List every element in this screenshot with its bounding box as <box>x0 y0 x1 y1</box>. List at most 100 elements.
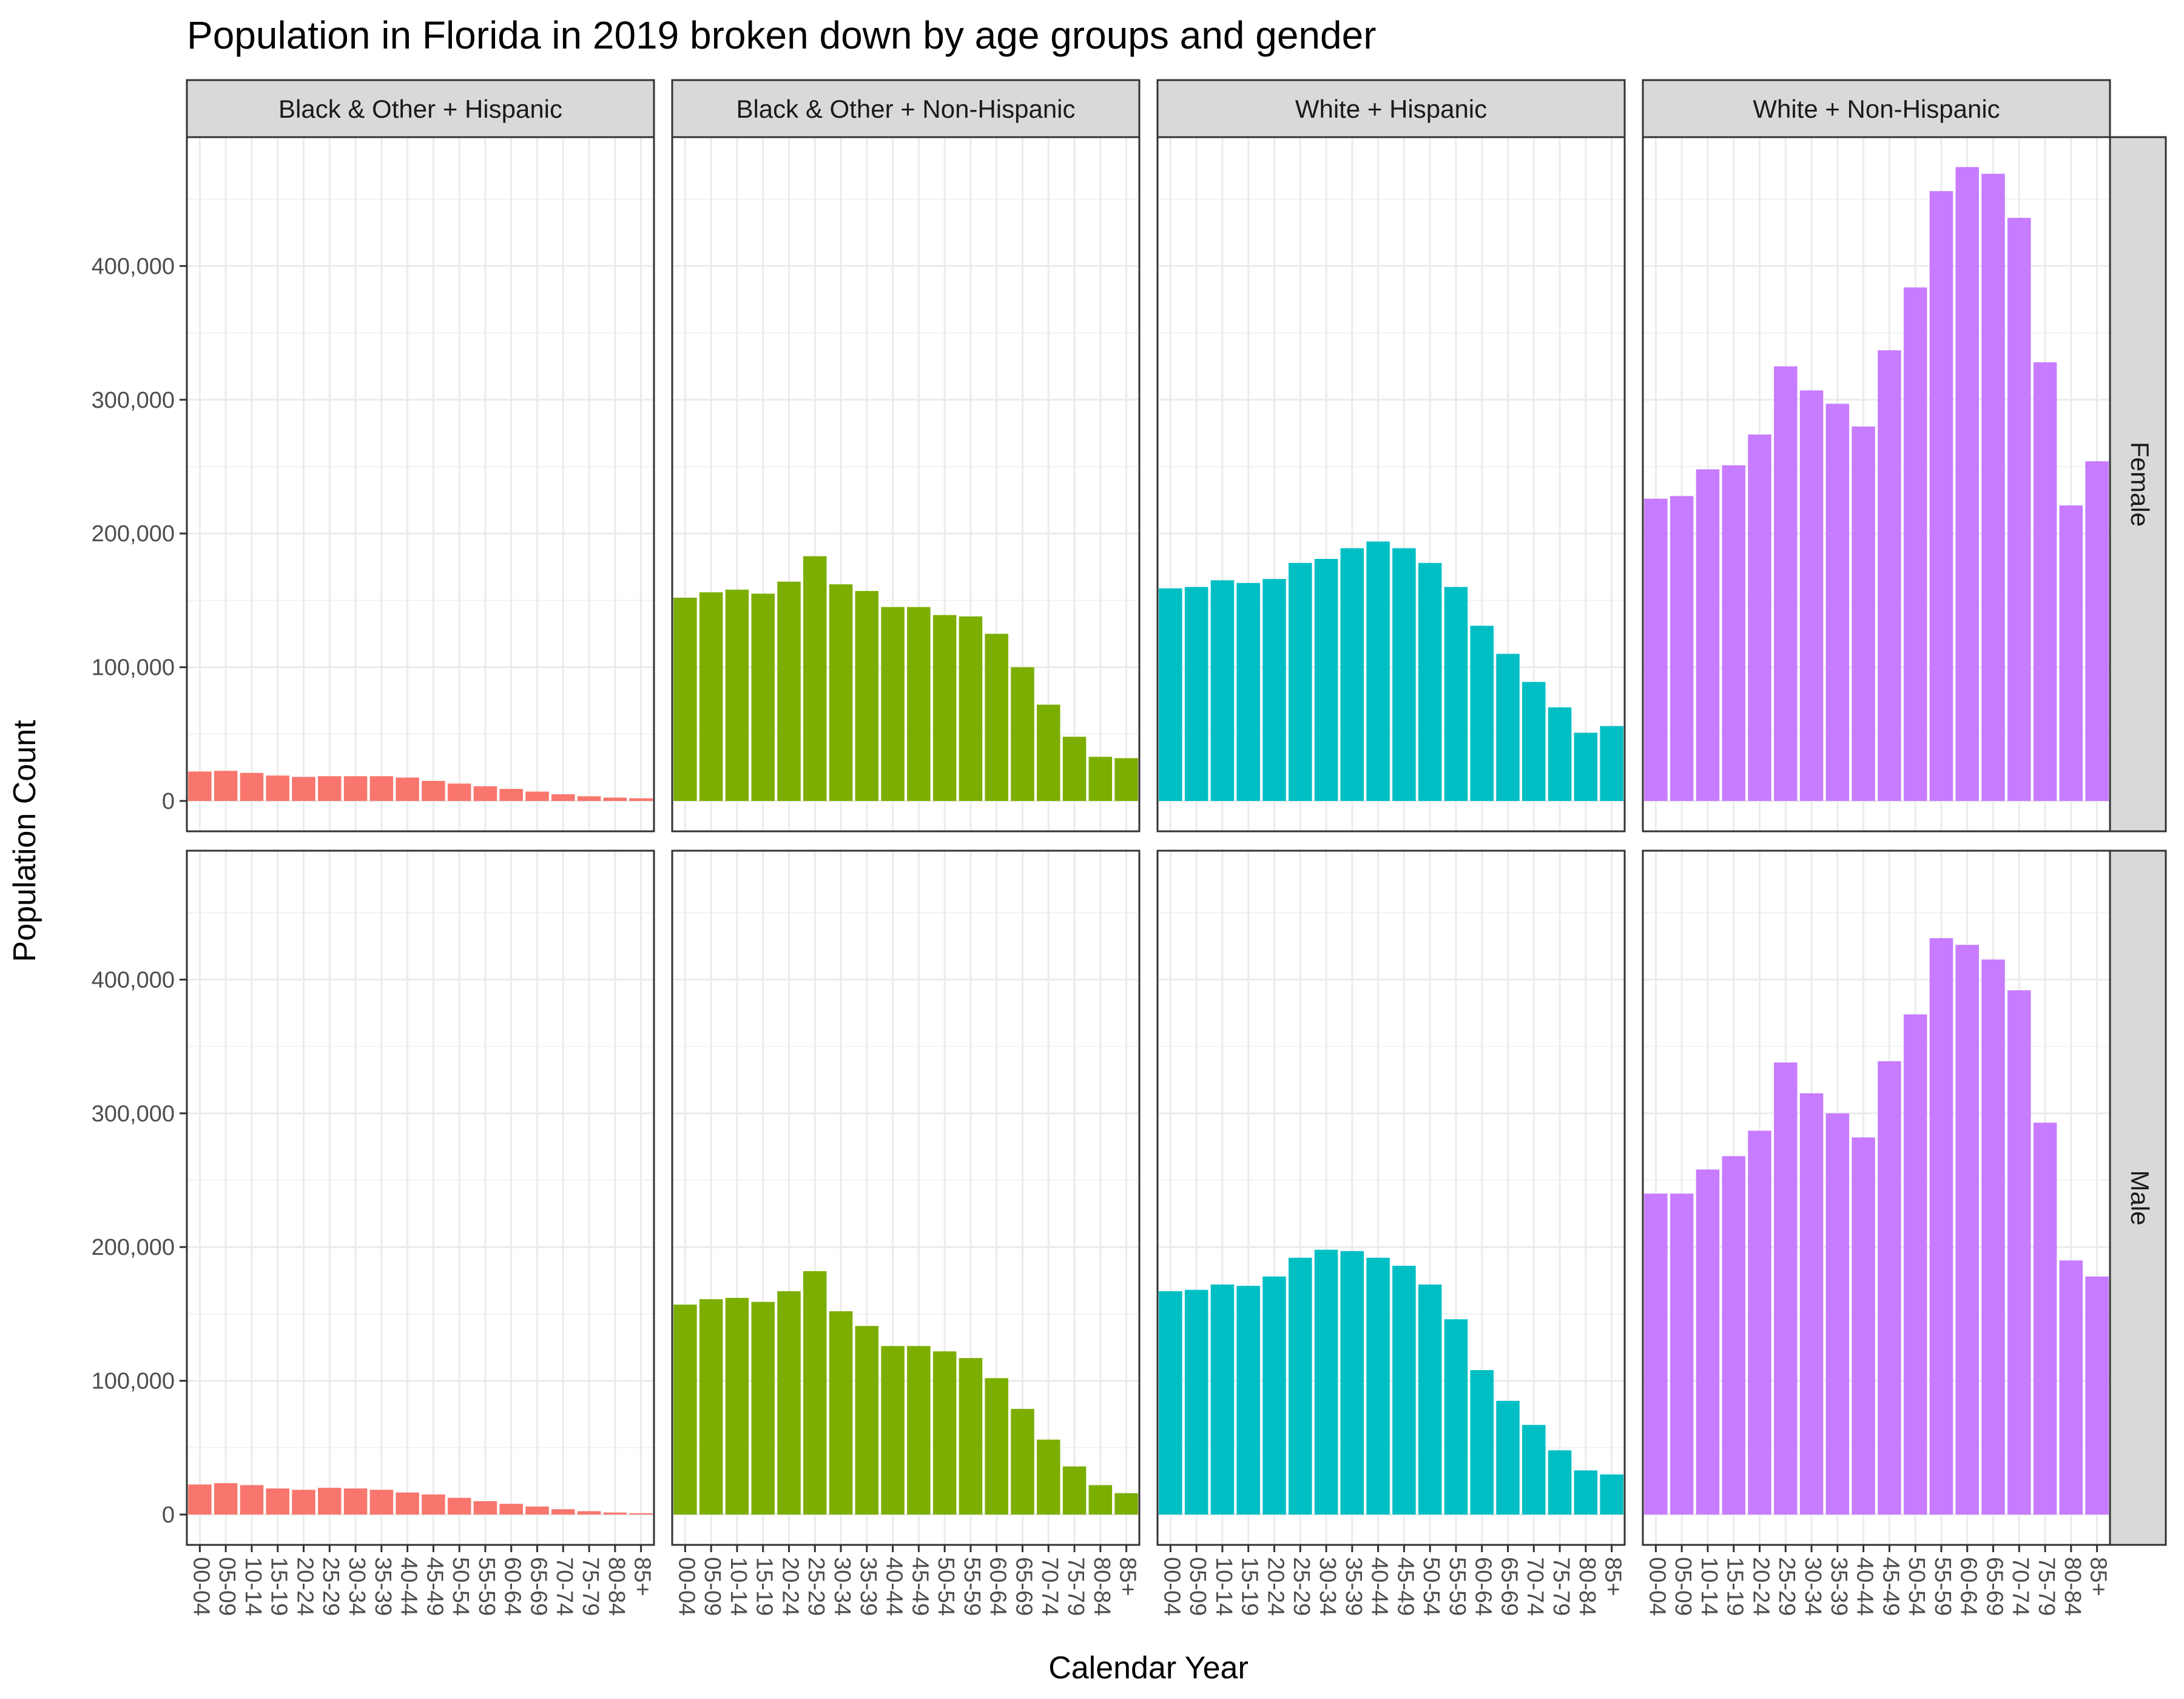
bar-05-09 <box>699 592 723 801</box>
x-tick-label: 45-49 <box>907 1557 932 1616</box>
facet-row-label: Female <box>2126 442 2154 527</box>
bar-15-19 <box>266 775 289 801</box>
panel-background <box>672 137 1139 831</box>
bar-85 <box>1114 1493 1138 1515</box>
facet-row-label: Male <box>2126 1170 2154 1225</box>
panel-male-white-non-hispanic <box>1642 850 2111 1546</box>
x-tick-label: 60-64 <box>1471 1557 1496 1616</box>
facet-row-strip-male: Male <box>2109 850 2167 1546</box>
bar-45-49 <box>1392 548 1416 801</box>
x-tick-label: 00-04 <box>1159 1557 1184 1616</box>
bar-55-59 <box>1444 587 1468 801</box>
x-tick-label: 65-69 <box>1011 1557 1036 1616</box>
panel-border <box>186 136 655 833</box>
x-tick-label: 25-29 <box>1289 1557 1314 1616</box>
bar-50-54 <box>447 783 471 801</box>
facet-strip-background <box>1642 79 2111 138</box>
panel-border <box>186 850 655 1546</box>
bar-85 <box>1114 758 1138 801</box>
bar-70-74 <box>1522 681 1546 801</box>
facet-strip-background <box>1156 79 1626 138</box>
bar-65-69 <box>1011 667 1034 801</box>
x-tick-label: 20-24 <box>777 1557 803 1616</box>
y-tick-label: 200,000 <box>92 521 175 547</box>
bar-75-79 <box>1548 707 1572 801</box>
bar-70-74 <box>2007 990 2031 1515</box>
bar-10-14 <box>1210 580 1235 801</box>
bar-10-14 <box>1696 1169 1720 1515</box>
bar-55-59 <box>1929 938 1953 1515</box>
bar-25-29 <box>1289 1257 1312 1515</box>
bar-45-49 <box>422 780 445 801</box>
x-tick-label: 85+ <box>1600 1557 1626 1596</box>
x-tick-label: 85+ <box>630 1557 655 1596</box>
bar-15-19 <box>751 1302 775 1515</box>
bar-45-49 <box>422 1494 445 1515</box>
x-tick-label: 25-29 <box>803 1557 829 1616</box>
x-tick-label: 50-54 <box>448 1557 473 1616</box>
bar-35-39 <box>1340 548 1364 801</box>
x-tick-label: 85+ <box>2086 1557 2111 1596</box>
bar-55-59 <box>1444 1319 1468 1515</box>
bar-80-84 <box>1088 1485 1113 1515</box>
y-tick-label: 0 <box>162 789 175 814</box>
bar-50-54 <box>447 1498 471 1515</box>
bar-35-39 <box>855 1326 879 1515</box>
bar-10-14 <box>240 772 264 801</box>
bar-70-74 <box>1522 1425 1546 1515</box>
bar-80-84 <box>1088 757 1113 801</box>
bar-80-84 <box>2059 1260 2083 1515</box>
bar-70-74 <box>551 1509 575 1515</box>
bar-75-79 <box>1548 1450 1572 1515</box>
x-tick-label: 30-34 <box>829 1557 855 1616</box>
x-tick-label: 70-74 <box>1037 1557 1062 1616</box>
bar-05-09 <box>214 1483 238 1515</box>
bar-20-24 <box>1262 579 1286 801</box>
panel-male-white-hispanic <box>1156 850 1626 1546</box>
facet-row-strip-female: Female <box>2109 136 2167 833</box>
bar-20-24 <box>292 1490 315 1515</box>
bar-55-59 <box>959 1358 983 1515</box>
bar-30-34 <box>343 776 368 801</box>
bar-30-34 <box>829 584 853 801</box>
bar-70-74 <box>1037 1439 1060 1515</box>
bar-30-34 <box>1314 559 1338 801</box>
x-tick-label: 55-59 <box>1930 1557 1955 1616</box>
bar-75-79 <box>1062 1466 1087 1515</box>
bar-35-39 <box>1825 404 1850 801</box>
facet-row-strip-background <box>2109 136 2167 833</box>
panel-border <box>1642 136 2111 833</box>
x-tick-label: 75-79 <box>2034 1557 2059 1616</box>
bar-60-64 <box>1470 626 1494 801</box>
bar-45-49 <box>907 607 931 801</box>
y-tick-label: 0 <box>162 1502 175 1528</box>
bar-45-49 <box>1878 1061 1901 1515</box>
x-tick-label: 75-79 <box>1548 1557 1574 1616</box>
bar-40-44 <box>1852 1137 1875 1515</box>
bar-25-29 <box>1774 366 1798 801</box>
bar-00-04 <box>1159 1291 1182 1515</box>
x-tick-label: 05-09 <box>1670 1557 1696 1616</box>
panel-border <box>1156 850 1626 1546</box>
x-tick-label: 05-09 <box>699 1557 725 1616</box>
x-tick-label: 55-59 <box>1444 1557 1470 1616</box>
panel-male-black-other-hispanic <box>186 850 655 1546</box>
x-tick-label: 65-69 <box>1496 1557 1522 1616</box>
bar-75-79 <box>2033 362 2057 801</box>
bar-40-44 <box>1852 426 1875 801</box>
bar-15-19 <box>1722 465 1745 801</box>
bar-20-24 <box>1748 1130 1771 1515</box>
bar-50-54 <box>932 1351 957 1515</box>
bar-85 <box>2085 1276 2109 1515</box>
bar-55-59 <box>1929 191 1953 801</box>
y-tick-label: 300,000 <box>92 388 175 413</box>
x-tick-label: 10-14 <box>240 1557 266 1616</box>
x-tick-label: 45-49 <box>422 1557 447 1616</box>
x-tick-label: 45-49 <box>1878 1557 1903 1616</box>
bar-75-79 <box>2033 1123 2057 1515</box>
bar-05-09 <box>1670 1194 1694 1515</box>
panel-background <box>1643 851 2110 1545</box>
bar-20-24 <box>777 581 801 801</box>
bar-85 <box>1600 1474 1623 1515</box>
